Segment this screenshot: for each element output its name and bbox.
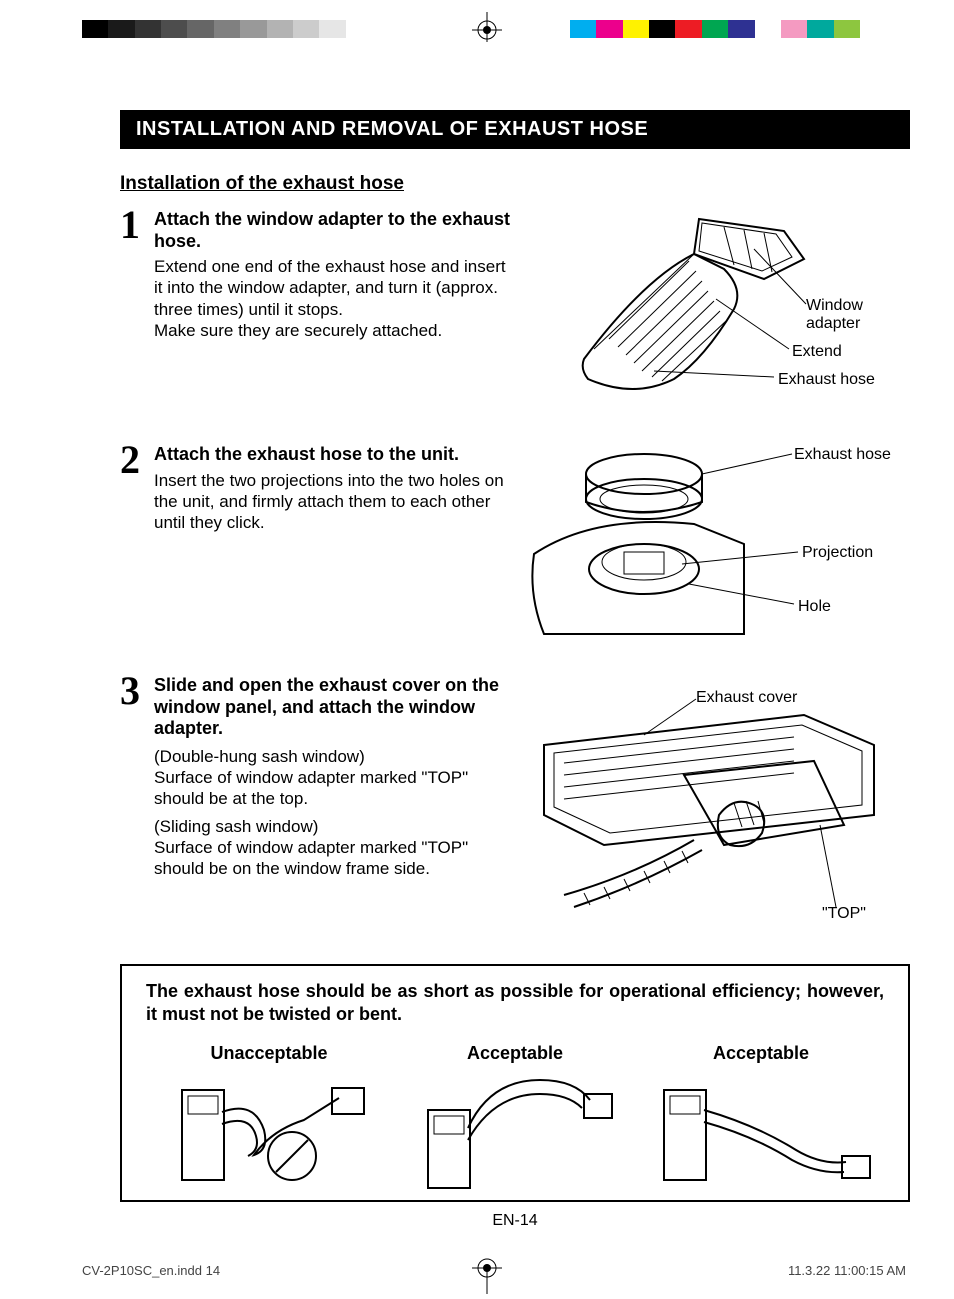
step-number: 1 <box>120 209 154 414</box>
fig3-label-a: Exhaust cover <box>696 689 797 707</box>
figure-step-3: Exhaust cover "TOP" <box>524 675 910 940</box>
subsection-title: Installation of the exhaust hose <box>120 173 910 195</box>
step-number: 2 <box>120 444 154 649</box>
step-text: Attach the window adapter to the exhaust… <box>154 209 524 414</box>
step-sub-2: (Sliding sash window)Surface of window a… <box>154 816 514 880</box>
note-box: The exhaust hose should be as short as p… <box>120 964 910 1202</box>
fig1-label-a: Window adapter <box>806 297 876 332</box>
examples-row: Unacceptable Acceptable <box>146 1043 884 1190</box>
step-number: 3 <box>120 675 154 940</box>
example-acceptable-1: Acceptable <box>392 1043 638 1190</box>
note-text: The exhaust hose should be as short as p… <box>146 980 884 1027</box>
page-number: EN-14 <box>120 1212 910 1230</box>
example-label: Unacceptable <box>146 1043 392 1064</box>
example-label: Acceptable <box>638 1043 884 1064</box>
fig2-label-b: Projection <box>802 544 873 562</box>
step-title: Attach the exhaust hose to the unit. <box>154 444 514 466</box>
example-unacceptable: Unacceptable <box>146 1043 392 1190</box>
fig1-label-c: Exhaust hose <box>778 371 875 389</box>
section-title: INSTALLATION AND REMOVAL OF EXHAUST HOSE <box>136 118 648 140</box>
color-bar <box>570 20 860 38</box>
section-title-bar: INSTALLATION AND REMOVAL OF EXHAUST HOSE <box>120 110 910 149</box>
step-sub-1: (Double-hung sash window)Surface of wind… <box>154 746 514 810</box>
example-label: Acceptable <box>392 1043 638 1064</box>
step-body: Extend one end of the exhaust hose and i… <box>154 256 514 341</box>
step-text: Attach the exhaust hose to the unit. Ins… <box>154 444 524 649</box>
step-body: Insert the two projections into the two … <box>154 470 514 534</box>
figure-step-2: Exhaust hose Projection Hole <box>524 444 910 649</box>
step-text: Slide and open the exhaust cover on the … <box>154 675 524 940</box>
fig2-label-c: Hole <box>798 598 831 616</box>
step-2: 2 Attach the exhaust hose to the unit. I… <box>120 444 910 649</box>
example-acceptable-2: Acceptable <box>638 1043 884 1190</box>
step-1: 1 Attach the window adapter to the exhau… <box>120 209 910 414</box>
grayscale-bar <box>82 20 372 38</box>
footer-timestamp: 11.3.22 11:00:15 AM <box>788 1263 906 1278</box>
footer-filename: CV-2P10SC_en.indd 14 <box>82 1263 220 1278</box>
step-title: Slide and open the exhaust cover on the … <box>154 675 514 740</box>
fig3-label-b: "TOP" <box>822 905 866 923</box>
crop-mark-top <box>467 12 507 57</box>
step-3: 3 Slide and open the exhaust cover on th… <box>120 675 910 940</box>
crop-mark-bottom <box>467 1246 507 1299</box>
figure-step-1: Window adapter Extend Exhaust hose <box>524 209 910 414</box>
fig1-label-b: Extend <box>792 343 842 361</box>
step-title: Attach the window adapter to the exhaust… <box>154 209 514 252</box>
fig2-label-a: Exhaust hose <box>794 446 891 464</box>
